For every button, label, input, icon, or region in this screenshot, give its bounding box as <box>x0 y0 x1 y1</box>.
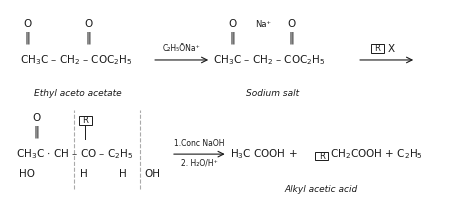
Text: ‖: ‖ <box>24 32 30 45</box>
Text: X: X <box>388 44 395 54</box>
Text: O: O <box>33 113 41 123</box>
Text: ‖: ‖ <box>86 32 91 45</box>
FancyBboxPatch shape <box>371 44 384 53</box>
Text: HO: HO <box>19 169 35 179</box>
Text: O: O <box>287 19 295 29</box>
Text: O: O <box>228 19 237 29</box>
Text: R: R <box>82 116 88 125</box>
Text: OH: OH <box>144 169 160 179</box>
Text: H$_3$C COOH +: H$_3$C COOH + <box>230 147 299 161</box>
Text: R: R <box>374 44 380 53</box>
Text: C₂H₅ŌNa⁺: C₂H₅ŌNa⁺ <box>163 44 201 53</box>
Text: CH$_3$C $\cdot$ CH – CO – C$_2$H$_5$: CH$_3$C $\cdot$ CH – CO – C$_2$H$_5$ <box>16 147 133 161</box>
Text: CH$_2$COOH + C$_2$H$_5$: CH$_2$COOH + C$_2$H$_5$ <box>330 147 423 161</box>
Text: ‖: ‖ <box>288 32 294 45</box>
Text: Ethyl aceto acetate: Ethyl aceto acetate <box>35 89 122 98</box>
Text: Alkyl acetic acid: Alkyl acetic acid <box>284 185 357 194</box>
Text: ‖: ‖ <box>34 126 40 139</box>
Text: Sodium salt: Sodium salt <box>246 89 300 98</box>
Text: ‖: ‖ <box>229 32 235 45</box>
FancyBboxPatch shape <box>315 152 328 160</box>
FancyBboxPatch shape <box>79 116 92 125</box>
Text: Na⁺: Na⁺ <box>255 20 271 29</box>
Text: H: H <box>119 169 127 179</box>
Text: 2. H₂O/H⁺: 2. H₂O/H⁺ <box>181 158 218 167</box>
Text: CH$_3$C – CH$_2$ – COC$_2$H$_5$: CH$_3$C – CH$_2$ – COC$_2$H$_5$ <box>213 53 326 67</box>
Text: R: R <box>319 152 325 160</box>
Text: CH$_3$C – CH$_2$ – COC$_2$H$_5$: CH$_3$C – CH$_2$ – COC$_2$H$_5$ <box>20 53 133 67</box>
Text: O: O <box>84 19 93 29</box>
Text: H: H <box>80 169 88 179</box>
Text: 1.Conc NaOH: 1.Conc NaOH <box>174 139 225 148</box>
Text: O: O <box>23 19 31 29</box>
